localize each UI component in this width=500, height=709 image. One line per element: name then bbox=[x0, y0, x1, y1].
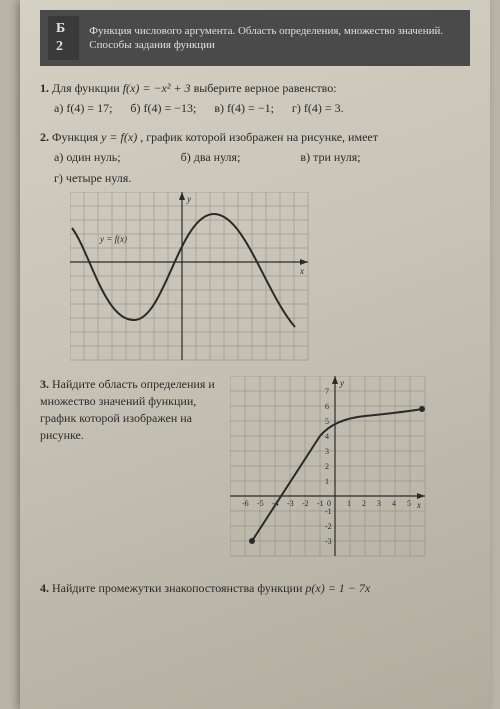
svg-text:2: 2 bbox=[362, 499, 366, 508]
problem-3: 3. Найдите область определения и множест… bbox=[40, 376, 470, 566]
svg-text:x: x bbox=[299, 266, 304, 276]
problem-2-options: а) один нуль; б) два нуля; в) три нуля; … bbox=[54, 149, 470, 187]
header-banner: Б 2 Функция числового аргумента. Область… bbox=[40, 10, 470, 66]
p2-opt-g: г) четыре нуля. bbox=[54, 170, 131, 187]
p2-opt-b: б) два нуля; bbox=[181, 149, 241, 166]
p1-opt-a: а) f(4) = 17; bbox=[54, 100, 112, 117]
problem-2: 2. Функция y = f(x) , график которой изо… bbox=[40, 129, 470, 362]
problem-3-text: Найдите область определения и множество … bbox=[40, 377, 215, 441]
svg-text:6: 6 bbox=[325, 402, 329, 411]
svg-text:1: 1 bbox=[347, 499, 351, 508]
svg-text:7: 7 bbox=[325, 387, 329, 396]
problem-2-text-b: , график которой изображен на рисунке, и… bbox=[140, 130, 378, 144]
problem-2-number: 2. bbox=[40, 130, 49, 144]
svg-text:3: 3 bbox=[325, 447, 329, 456]
svg-text:x: x bbox=[416, 500, 421, 510]
svg-text:-1: -1 bbox=[317, 499, 324, 508]
problem-4: 4. Найдите промежутки знакопостоянства ф… bbox=[40, 580, 470, 597]
p2-opt-a: а) один нуль; bbox=[54, 149, 121, 166]
svg-text:1: 1 bbox=[325, 477, 329, 486]
svg-text:4: 4 bbox=[392, 499, 396, 508]
svg-text:-5: -5 bbox=[257, 499, 264, 508]
svg-text:-6: -6 bbox=[242, 499, 249, 508]
svg-text:3: 3 bbox=[377, 499, 381, 508]
header-title: Функция числового аргумента. Область опр… bbox=[89, 24, 462, 53]
svg-text:y = f(x): y = f(x) bbox=[99, 234, 127, 244]
problem-2-func: y = f(x) bbox=[101, 130, 137, 144]
problem-4-number: 4. bbox=[40, 581, 49, 595]
problem-1-options: а) f(4) = 17; б) f(4) = −13; в) f(4) = −… bbox=[54, 100, 470, 117]
variant-badge: Б 2 bbox=[48, 16, 79, 60]
problem-3-number: 3. bbox=[40, 377, 49, 391]
problem-2-chart: y x y = f(x) bbox=[70, 192, 310, 362]
problem-1: 1. Для функции f(x) = −x² + 3 выберите в… bbox=[40, 80, 470, 117]
p1-opt-b: б) f(4) = −13; bbox=[130, 100, 196, 117]
svg-text:5: 5 bbox=[325, 417, 329, 426]
problem-3-chart: yx-6-5-4-3-2-112345-3-2-112345670 bbox=[230, 376, 430, 566]
svg-text:y: y bbox=[339, 378, 344, 388]
problem-1-number: 1. bbox=[40, 81, 49, 95]
svg-text:y: y bbox=[186, 194, 191, 204]
p1-opt-v: в) f(4) = −1; bbox=[214, 100, 274, 117]
problem-1-text-b: выберите верное равенство: bbox=[194, 81, 337, 95]
problem-4-func: p(x) = 1 − 7x bbox=[305, 581, 370, 595]
svg-text:-3: -3 bbox=[325, 537, 332, 546]
svg-text:2: 2 bbox=[325, 462, 329, 471]
worksheet-page: Б 2 Функция числового аргумента. Область… bbox=[20, 0, 490, 709]
problem-4-text: Найдите промежутки знакопостоянства функ… bbox=[52, 581, 305, 595]
p1-opt-g: г) f(4) = 3. bbox=[292, 100, 344, 117]
svg-text:4: 4 bbox=[325, 432, 329, 441]
problem-1-text-a: Для функции bbox=[52, 81, 123, 95]
svg-text:-2: -2 bbox=[325, 522, 332, 531]
svg-text:0: 0 bbox=[327, 499, 331, 508]
problem-2-text-a: Функция bbox=[52, 130, 101, 144]
problem-1-func: f(x) = −x² + 3 bbox=[123, 81, 191, 95]
svg-text:5: 5 bbox=[407, 499, 411, 508]
svg-text:-1: -1 bbox=[325, 507, 332, 516]
svg-text:-3: -3 bbox=[287, 499, 294, 508]
svg-text:-2: -2 bbox=[302, 499, 309, 508]
p2-opt-v: в) три нуля; bbox=[300, 149, 360, 166]
